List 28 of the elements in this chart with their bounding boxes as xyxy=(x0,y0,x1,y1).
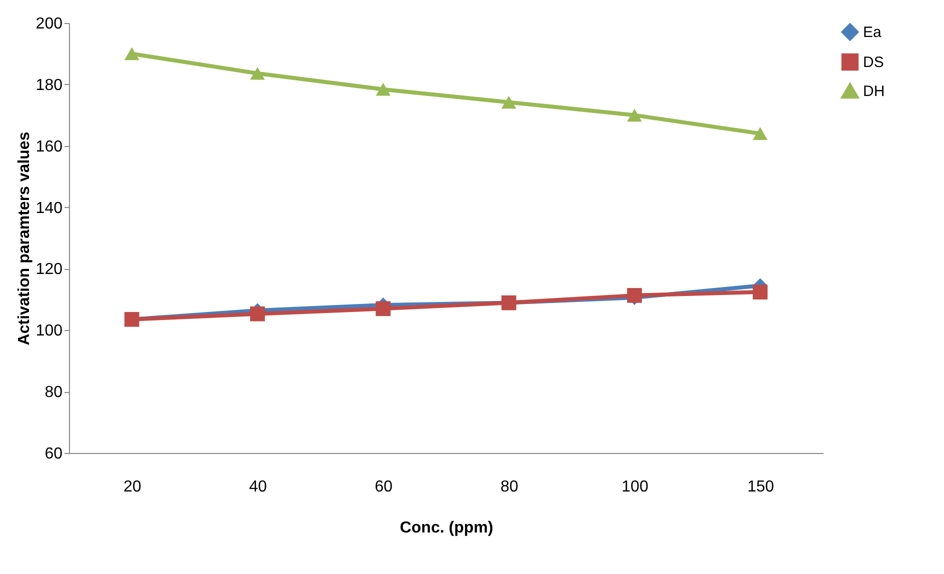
x-axis-title: Conc. (ppm) xyxy=(400,520,494,536)
x-tick-label: 20 xyxy=(123,478,142,496)
legend-label: DH xyxy=(863,83,885,100)
point xyxy=(250,306,265,322)
x-tick-label: 40 xyxy=(249,478,267,496)
point xyxy=(250,66,265,80)
x-tick-label: 100 xyxy=(622,478,648,496)
point xyxy=(376,82,391,96)
legend-label: DS xyxy=(863,54,884,71)
y-tick-label: 180 xyxy=(36,76,63,94)
point xyxy=(376,301,391,316)
x-tick-label: 80 xyxy=(500,478,518,496)
y-tick-label: 80 xyxy=(44,384,63,402)
point xyxy=(752,127,768,140)
y-tick-label: 200 xyxy=(36,16,63,32)
x-tick-label: 150 xyxy=(747,478,774,496)
y-tick-label: 140 xyxy=(36,200,63,217)
y-axis-title: Activation paramters values xyxy=(16,132,33,346)
y-tick-label: 160 xyxy=(36,138,63,156)
y-tick-label: 60 xyxy=(44,446,63,462)
point xyxy=(501,96,516,109)
point xyxy=(627,108,642,122)
legend-label: Ea xyxy=(863,24,882,41)
y-tick-label: 100 xyxy=(36,322,63,340)
x-tick-label: 60 xyxy=(374,478,393,496)
point xyxy=(124,47,140,60)
y-tick-label: 120 xyxy=(36,261,63,278)
point xyxy=(752,284,768,300)
